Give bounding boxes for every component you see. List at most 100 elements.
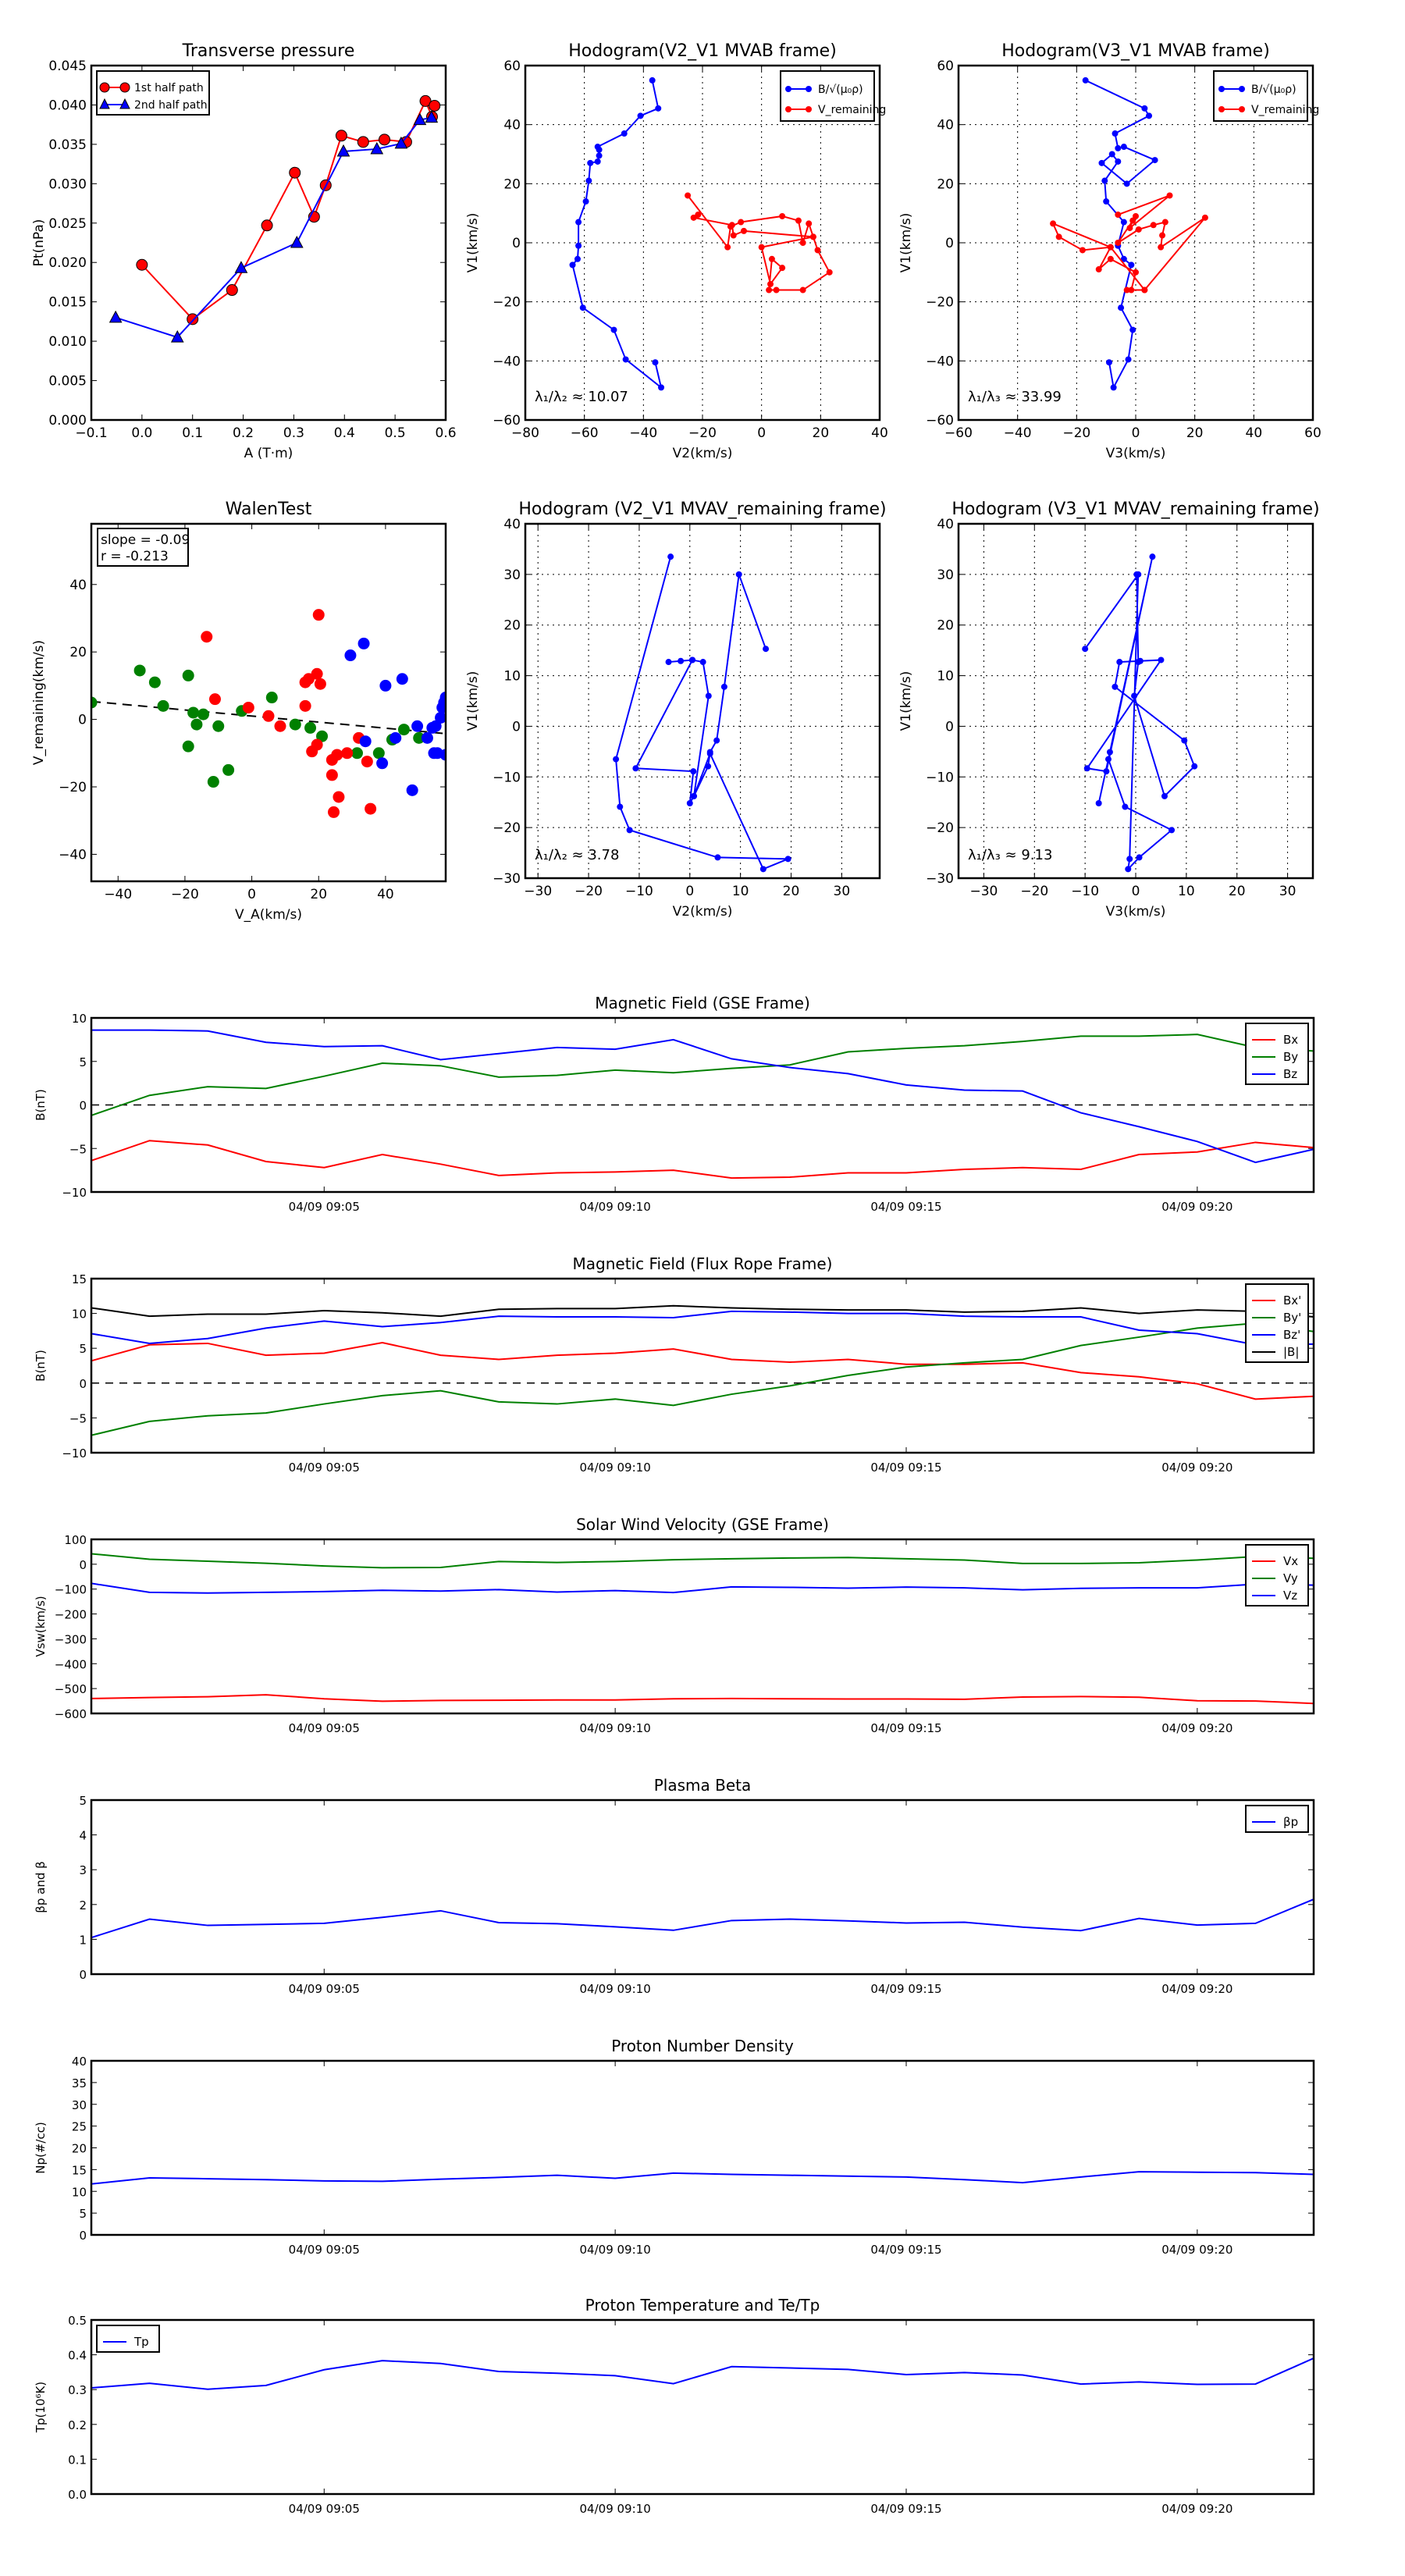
legend-label: Bz (1283, 1067, 1297, 1081)
y-tick-label: −10 (62, 1186, 87, 1200)
data-marker (1116, 659, 1123, 666)
y-tick-label: 0.2 (68, 2418, 87, 2432)
y-axis-label: B(nT) (34, 1350, 48, 1382)
x-tick-label: 0.1 (182, 425, 203, 441)
data-marker (261, 219, 273, 232)
y-axis-label: βp and β (34, 1861, 48, 1912)
legend-marker (806, 106, 812, 112)
x-tick-label: 40 (377, 887, 394, 902)
data-point (344, 649, 357, 662)
series-red (201, 609, 377, 818)
y-tick-label: 0.0 (68, 2488, 87, 2502)
data-point (359, 735, 372, 748)
x-axis-label: V2(km/s) (673, 446, 733, 461)
data-marker (1101, 177, 1108, 184)
data-marker (1115, 144, 1122, 151)
y-tick-label: −40 (493, 354, 521, 369)
data-marker (706, 750, 713, 757)
y-tick-label: 10 (72, 1308, 87, 1322)
data-marker (1107, 255, 1114, 262)
y-tick-label: −200 (55, 1608, 87, 1622)
data-point (182, 669, 194, 681)
chart-title: Transverse pressure (182, 41, 355, 61)
data-marker (1128, 262, 1135, 269)
axes-frame (90, 1799, 1315, 1976)
y-tick-label: −30 (493, 871, 521, 887)
x-tick-label: −80 (511, 425, 539, 441)
data-point (351, 747, 363, 760)
data-marker (799, 286, 806, 294)
y-tick-label: 5 (79, 1794, 87, 1808)
axes-frame (524, 64, 881, 422)
y-tick-label: −20 (926, 820, 954, 836)
data-marker (1123, 286, 1130, 294)
legend: B/√(μ₀ρ) V_remaining (780, 70, 886, 122)
series-line (141, 98, 436, 321)
legend-label: Bx' (1283, 1293, 1301, 1308)
data-marker (1123, 180, 1130, 187)
x-axis-label: V3(km/s) (1106, 904, 1166, 920)
y-tick-label: 40 (503, 517, 521, 532)
data-point (413, 731, 425, 744)
x-tick-label: 0 (685, 884, 694, 899)
data-marker (1082, 646, 1089, 653)
data-marker (596, 146, 603, 153)
data-point (331, 749, 343, 761)
y-tick-label: 15 (72, 1272, 87, 1286)
series-line (91, 1898, 1314, 1939)
data-point (328, 806, 340, 818)
y-tick-label: 35 (72, 2076, 87, 2090)
data-point (208, 693, 221, 706)
y-tick-label: 0.045 (48, 59, 87, 74)
axes-frame (524, 522, 881, 880)
data-point (242, 701, 254, 713)
data-marker (730, 232, 737, 239)
legend-label: Vz (1283, 1589, 1297, 1603)
series-bx- (91, 1342, 1314, 1400)
legend-label: V_remaining (818, 104, 886, 116)
y-tick-label: 10 (937, 669, 954, 685)
x-axis-label: V3(km/s) (1106, 446, 1166, 461)
legend-box (96, 2325, 160, 2353)
plot-area (91, 1898, 1314, 1939)
x-axis-label: V2(km/s) (673, 904, 733, 920)
y-tick-label: 0.1 (68, 2453, 87, 2467)
data-marker (826, 269, 833, 276)
y-tick-label: −10 (926, 770, 954, 785)
y-tick-label: 0 (78, 713, 87, 728)
legend-label: Bx (1283, 1033, 1298, 1047)
data-marker (814, 247, 821, 254)
data-marker (574, 255, 581, 262)
legend-box (1245, 1283, 1309, 1363)
y-tick-label: 0 (512, 236, 521, 251)
data-marker (658, 384, 665, 391)
legend-marker (119, 82, 130, 93)
x-tick-label: 0 (757, 425, 766, 441)
data-marker (1115, 240, 1122, 246)
y-axis-label: Np(#/cc) (34, 2122, 48, 2174)
y-axis-label: B(nT) (34, 1089, 48, 1121)
data-marker (1098, 159, 1105, 166)
data-marker (1158, 244, 1165, 251)
legend-marker (785, 106, 791, 112)
x-tick-label: 0.3 (283, 425, 304, 441)
x-tick-label: 04/09 09:10 (580, 1461, 651, 1475)
data-point (314, 678, 326, 690)
data-marker (610, 326, 617, 333)
series-v-remaining (613, 553, 791, 873)
walen-test-chart: WalenTest −40 −20 0 20 40 −40 −20 0 20 40 V_A(km/s)… (31, 500, 447, 923)
chart-title: Hodogram (V2_V1 MVAV_remaining frame) (518, 500, 886, 519)
y-axis-label: V1(km/s) (898, 671, 914, 731)
legend: Bx By Bz (1245, 1023, 1309, 1085)
series-by (91, 1034, 1314, 1116)
data-point (396, 673, 408, 685)
data-marker (575, 219, 582, 226)
data-point (304, 721, 317, 734)
x-tick-label: −0.1 (75, 425, 107, 441)
series-line (91, 2357, 1314, 2390)
legend-label: Tp (133, 2335, 149, 2349)
data-marker (1149, 553, 1156, 560)
y-tick-label: 5 (79, 1055, 87, 1069)
data-marker (705, 763, 712, 770)
data-point (148, 676, 161, 688)
